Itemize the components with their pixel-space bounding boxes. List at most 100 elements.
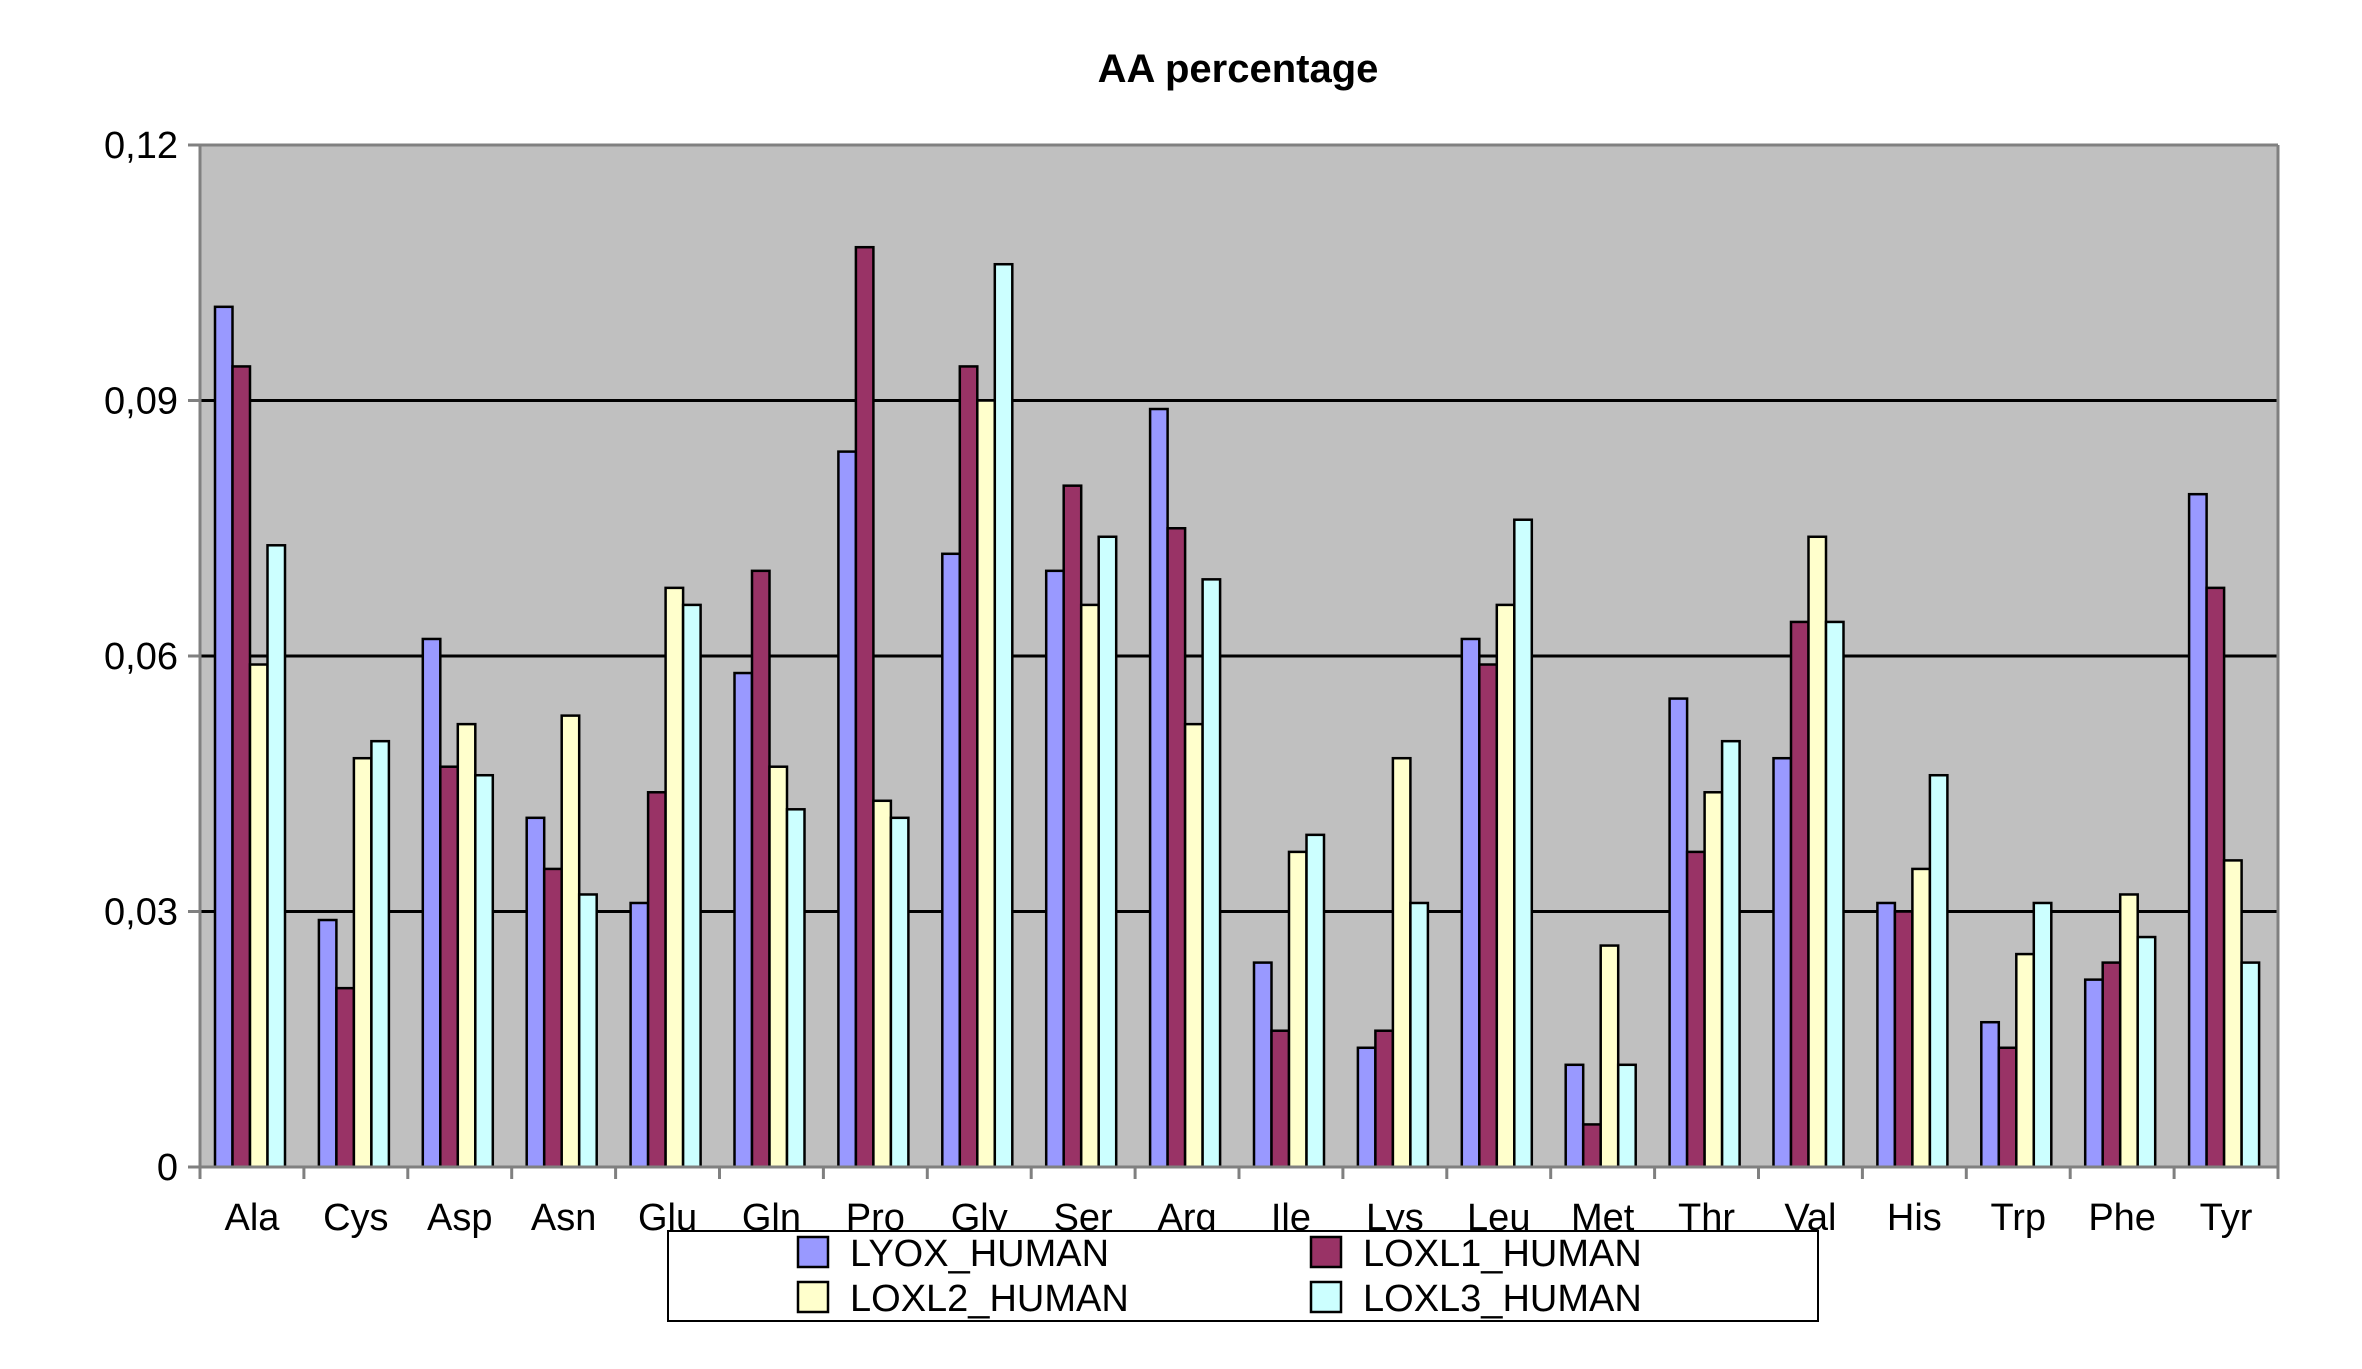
legend-box xyxy=(667,1230,1819,1322)
bar-loxl3-human-met xyxy=(1616,1063,1637,1169)
bar-lyox-human-thr xyxy=(1668,697,1689,1169)
bar-loxl2-human-tyr xyxy=(2222,859,2243,1169)
bar-loxl1-human-pro xyxy=(854,245,875,1169)
bar-loxl1-human-his xyxy=(1893,910,1914,1169)
bar-loxl1-human-thr xyxy=(1685,850,1706,1169)
bar-loxl2-human-trp xyxy=(2015,952,2036,1169)
x-tick-label: Tyr xyxy=(2200,1197,2253,1239)
legend-label: LOXL3_HUMAN xyxy=(1363,1278,1642,1320)
legend-label: LYOX_HUMAN xyxy=(850,1233,1109,1275)
bar-loxl1-human-arg xyxy=(1166,527,1187,1169)
bar-loxl2-human-his xyxy=(1911,867,1932,1169)
x-tick-label: Cys xyxy=(323,1197,388,1239)
y-tick-label: 0,03 xyxy=(104,892,178,934)
legend-swatch xyxy=(1309,1280,1343,1314)
bar-loxl2-human-val xyxy=(1807,535,1828,1169)
x-tick-label: His xyxy=(1887,1197,1942,1239)
bar-loxl1-human-tyr xyxy=(2205,586,2226,1169)
bar-lyox-human-glu xyxy=(629,901,650,1169)
bar-lyox-human-asp xyxy=(421,637,442,1169)
bar-loxl1-human-cys xyxy=(335,986,356,1169)
y-tick-label: 0,12 xyxy=(104,125,178,167)
bar-loxl1-human-phe xyxy=(2101,961,2122,1169)
bar-loxl2-human-ile xyxy=(1287,850,1308,1169)
bar-loxl1-human-asp xyxy=(439,765,460,1169)
x-tick-label: Asp xyxy=(427,1197,492,1239)
bar-loxl3-human-asp xyxy=(474,773,495,1169)
bar-loxl2-human-gly xyxy=(976,399,997,1169)
bar-loxl3-human-arg xyxy=(1201,578,1222,1169)
bar-lyox-human-trp xyxy=(1980,1020,2001,1169)
bar-loxl2-human-arg xyxy=(1183,722,1204,1169)
bar-loxl2-human-gln xyxy=(768,765,789,1169)
bar-loxl3-human-his xyxy=(1928,773,1949,1169)
bar-lyox-human-ser xyxy=(1044,569,1065,1169)
bar-lyox-human-phe xyxy=(2083,978,2104,1169)
bar-loxl1-human-ala xyxy=(231,365,252,1169)
bar-lyox-human-asn xyxy=(525,816,546,1169)
bar-loxl3-human-ile xyxy=(1305,833,1326,1169)
legend-swatch xyxy=(1309,1235,1343,1269)
x-tick-label: Asn xyxy=(531,1197,596,1239)
bar-lyox-human-met xyxy=(1564,1063,1585,1169)
bar-lyox-human-arg xyxy=(1148,407,1169,1169)
bar-lyox-human-his xyxy=(1876,901,1897,1169)
bar-loxl1-human-ser xyxy=(1062,484,1083,1169)
bar-lyox-human-ile xyxy=(1252,961,1273,1169)
bar-loxl3-human-asn xyxy=(577,893,598,1169)
bar-loxl3-human-lys xyxy=(1409,901,1430,1169)
bar-loxl2-human-glu xyxy=(664,586,685,1169)
y-tick-labels: 0 0,03 0,06 0,09 0,12 xyxy=(104,125,178,1189)
bar-loxl3-human-glu xyxy=(681,603,702,1169)
bar-loxl2-human-met xyxy=(1599,944,1620,1169)
x-tick-label: Ala xyxy=(224,1197,280,1239)
bar-loxl3-human-tyr xyxy=(2240,961,2261,1169)
bar-loxl1-human-gln xyxy=(750,569,771,1169)
bar-lyox-human-cys xyxy=(317,918,338,1169)
bar-loxl1-human-asn xyxy=(542,867,563,1169)
bar-loxl3-human-gly xyxy=(993,262,1014,1169)
bar-loxl1-human-ile xyxy=(1270,1029,1291,1169)
bar-lyox-human-val xyxy=(1772,756,1793,1169)
bar-loxl3-human-val xyxy=(1824,620,1845,1169)
bar-loxl3-human-leu xyxy=(1513,518,1534,1169)
y-tick-label: 0 xyxy=(157,1147,178,1189)
bar-loxl2-human-ala xyxy=(248,663,269,1169)
bar-loxl3-human-gln xyxy=(785,808,806,1169)
bar-loxl1-human-glu xyxy=(646,791,667,1169)
bar-lyox-human-ala xyxy=(213,305,234,1169)
bar-loxl2-human-cys xyxy=(352,756,373,1169)
bar-loxl2-human-thr xyxy=(1703,791,1724,1169)
bar-loxl2-human-asn xyxy=(560,714,581,1169)
bar-loxl1-human-met xyxy=(1581,1123,1602,1169)
bar-loxl2-human-asp xyxy=(456,722,477,1169)
bar-loxl2-human-lys xyxy=(1391,756,1412,1169)
y-tick-label: 0,09 xyxy=(104,381,178,423)
legend-label: LOXL2_HUMAN xyxy=(850,1278,1129,1320)
bar-lyox-human-gln xyxy=(733,671,754,1169)
bar-lyox-human-gly xyxy=(941,552,962,1169)
bar-loxl3-human-cys xyxy=(370,739,391,1169)
bar-loxl3-human-thr xyxy=(1720,739,1741,1169)
bar-loxl1-human-gly xyxy=(958,365,979,1169)
bar-lyox-human-leu xyxy=(1460,637,1481,1169)
bar-loxl1-human-trp xyxy=(1997,1046,2018,1169)
legend-swatch xyxy=(796,1235,830,1269)
x-tick-label: Trp xyxy=(1990,1197,2046,1239)
legend-label: LOXL1_HUMAN xyxy=(1363,1233,1642,1275)
legend: LYOX_HUMAN LOXL1_HUMAN LOXL2_HUMAN LOXL3_HU… xyxy=(667,1230,1819,1322)
bar-loxl2-human-leu xyxy=(1495,603,1516,1169)
axes xyxy=(188,143,2280,1179)
legend-swatch xyxy=(796,1280,830,1314)
chart-title: AA percentage xyxy=(1098,47,1379,91)
bar-loxl1-human-lys xyxy=(1374,1029,1395,1169)
bar-loxl1-human-leu xyxy=(1478,663,1499,1169)
bar-loxl1-human-val xyxy=(1789,620,1810,1169)
bar-lyox-human-lys xyxy=(1356,1046,1377,1169)
bar-loxl3-human-phe xyxy=(2136,935,2157,1169)
x-tick-label: Phe xyxy=(2088,1197,2156,1239)
bar-loxl2-human-pro xyxy=(872,799,893,1169)
bar-lyox-human-tyr xyxy=(2187,492,2208,1169)
bar-loxl2-human-ser xyxy=(1079,603,1100,1169)
